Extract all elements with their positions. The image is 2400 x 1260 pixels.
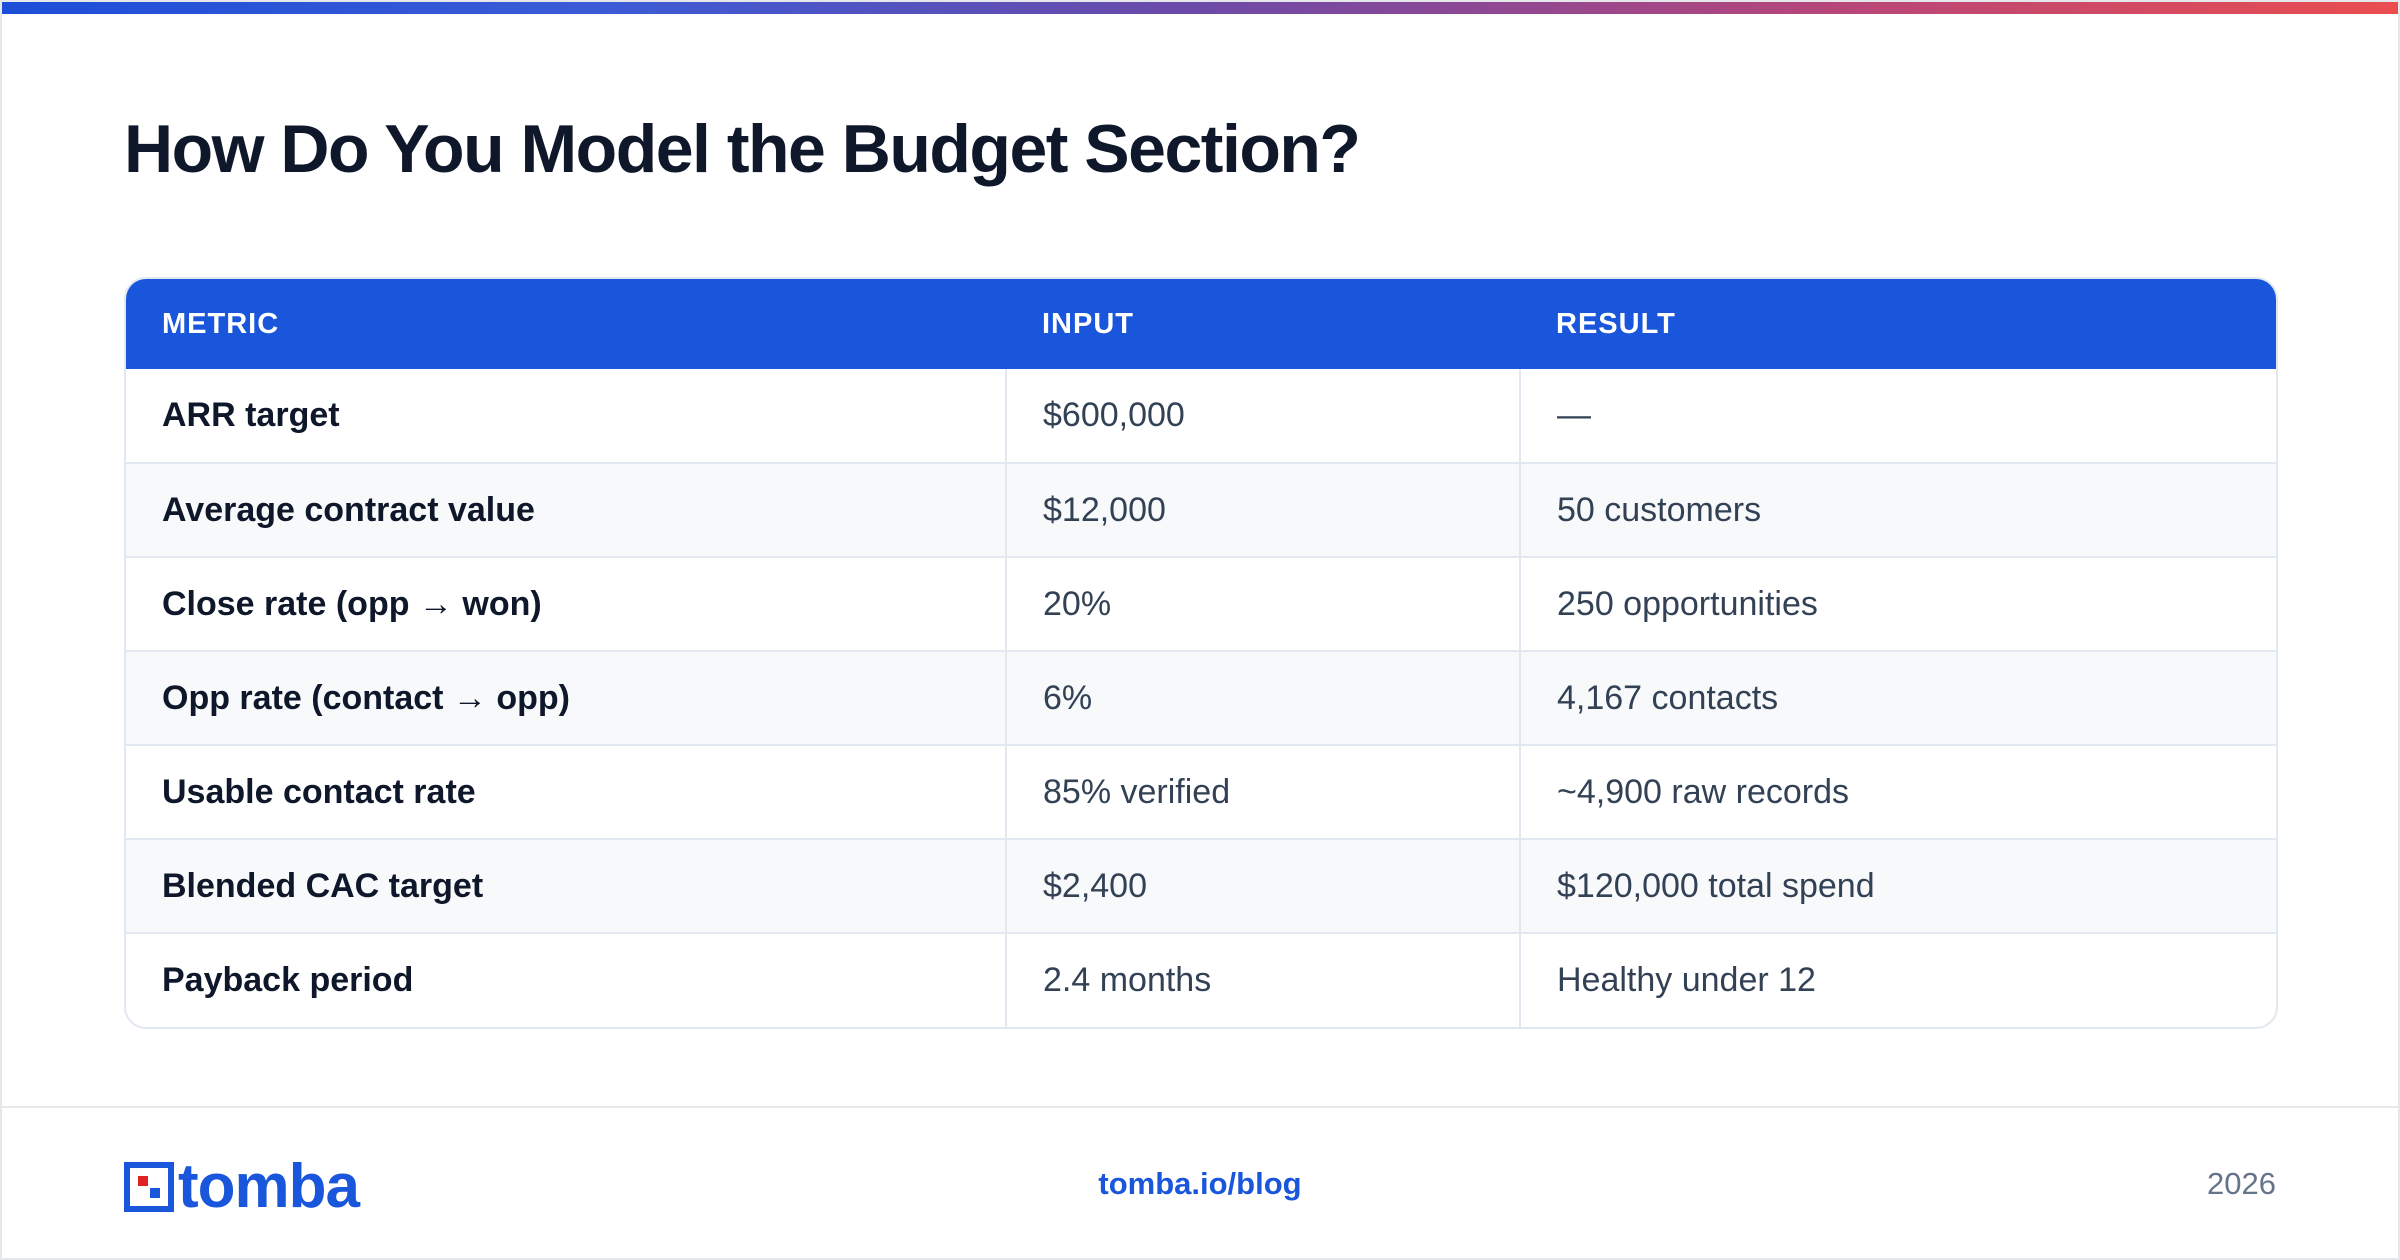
metric-cell: Payback period (126, 932, 1006, 1027)
result-cell: Healthy under 12 (1519, 932, 2276, 1027)
metric-cell: ARR target (162, 396, 340, 434)
metric-cell: Close rate (opp → won) (126, 556, 1006, 651)
table-row: Blended CAC target $2,400 $120,000 total… (126, 838, 2276, 933)
input-cell: $2,400 (1005, 838, 1520, 933)
result-cell: 50 customers (1519, 462, 2276, 557)
result-cell: — (1519, 369, 2276, 463)
metric-cell: Average contract value (126, 462, 1006, 557)
result-cell: 4,167 contacts (1519, 650, 2276, 745)
input-cell: 20% (1005, 556, 1520, 651)
budget-table: METRIC INPUT RESULT ARR target $600,000 … (126, 279, 2276, 1027)
logo-wordmark: tomba (178, 1152, 360, 1221)
budget-table-container: METRIC INPUT RESULT ARR target $600,000 … (124, 277, 2278, 1029)
table-row: Payback period 2.4 months Healthy under … (126, 932, 2276, 1027)
input-cell: $12,000 (1005, 462, 1520, 557)
table-row: Opp rate (contact → opp) 6% 4,167 contac… (126, 650, 2276, 745)
table-row: Average contract value $12,000 50 custom… (126, 462, 2276, 557)
column-header-metric: METRIC (126, 279, 1006, 369)
metric-cell: Blended CAC target (126, 838, 1006, 933)
result-cell: $120,000 total spend (1519, 838, 2276, 933)
result-cell: ~4,900 raw records (1519, 744, 2276, 839)
tomba-logo-icon (124, 1162, 174, 1212)
footer: tomba tomba.io/blog 2026 (2, 1106, 2398, 1258)
table-row: ARR target $600,000 — (126, 369, 2276, 463)
metric-cell: Usable contact rate (126, 744, 1006, 839)
metric-cell: Opp rate (contact → opp) (126, 650, 1006, 745)
input-cell: 6% (1005, 650, 1520, 745)
input-cell: $600,000 (1005, 369, 1520, 463)
table-header-row: METRIC INPUT RESULT (126, 279, 2276, 369)
footer-year: 2026 (2207, 1166, 2276, 1201)
column-header-input: INPUT (1006, 279, 1520, 369)
table-row: Usable contact rate 85% verified ~4,900 … (126, 744, 2276, 839)
blog-link[interactable]: tomba.io/blog (1098, 1166, 1302, 1201)
gradient-top-bar (2, 2, 2398, 14)
table-body: ARR target $600,000 — Average contract v… (126, 369, 2276, 1027)
input-cell: 85% verified (1005, 744, 1520, 839)
page-title: How Do You Model the Budget Section? (124, 111, 1361, 187)
column-header-result: RESULT (1520, 279, 2276, 369)
result-cell: 250 opportunities (1519, 556, 2276, 651)
table-row: Close rate (opp → won) 20% 250 opportuni… (126, 556, 2276, 651)
input-cell: 2.4 months (1005, 932, 1520, 1027)
table-header: METRIC INPUT RESULT (126, 279, 2276, 369)
tomba-logo[interactable]: tomba (124, 1152, 360, 1221)
